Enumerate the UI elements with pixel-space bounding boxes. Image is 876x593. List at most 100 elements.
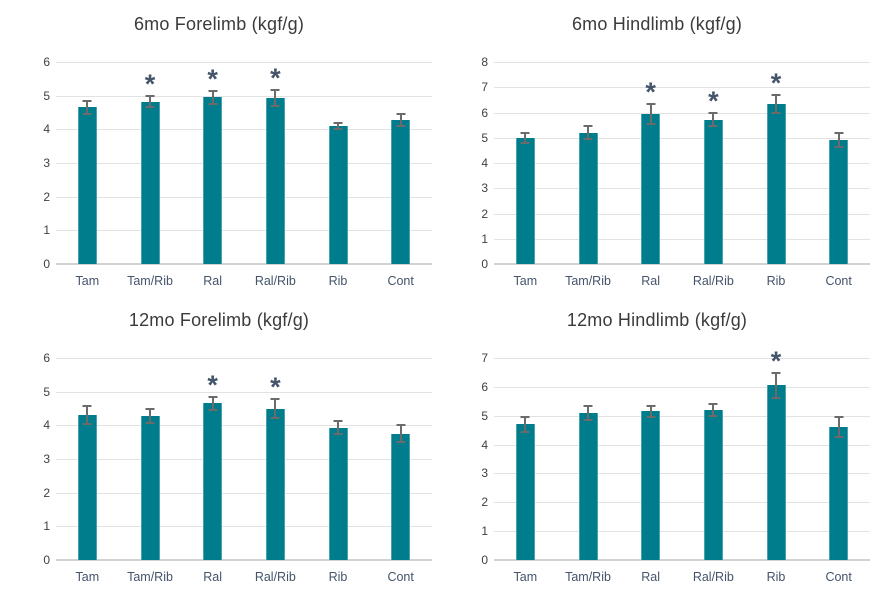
x-axis-label-rib: Rib <box>328 570 348 584</box>
error-bar-line <box>337 420 339 435</box>
y-axis-tick-label: 5 <box>481 130 488 145</box>
y-axis-tick-label: 7 <box>481 351 488 365</box>
y-axis-tick-label: 3 <box>43 156 50 170</box>
x-axis-label-tam: Tam <box>513 570 538 584</box>
gridline <box>56 95 432 97</box>
error-bar-cap-bottom <box>145 106 155 109</box>
significance-asterisk: * <box>207 63 218 94</box>
x-axis-label-ral: Ral <box>641 570 661 584</box>
error-bar-cap-top <box>82 405 92 408</box>
x-axis-label-tam-rib: Tam/Rib <box>127 274 173 288</box>
x-axis-label-ral: Ral <box>203 570 223 584</box>
x-axis-label-rib: Rib <box>766 570 786 584</box>
significance-asterisk: * <box>270 372 281 403</box>
chart-6mo-forelimb: 6mo Forelimb (kgf/g) 0 1 2 3 4 5 6 Tam * Tam/Rib *… <box>0 0 438 296</box>
gridline <box>494 415 870 417</box>
y-axis-tick-label: 0 <box>43 553 50 567</box>
y-axis-tick-label: 6 <box>43 351 50 365</box>
error-bar-cap-top <box>145 95 155 97</box>
x-axis-label-ral-rib: Ral/Rib <box>254 274 296 288</box>
gridline <box>56 459 432 460</box>
error-bar-cap-bottom <box>708 414 718 417</box>
chart-title-6mo-forelimb: 6mo Forelimb (kgf/g) <box>133 14 305 34</box>
gridline <box>494 163 870 164</box>
y-axis-tick-label: 4 <box>43 122 50 137</box>
y-axis-tick-label: 2 <box>43 485 50 500</box>
y-axis-tick-label: 6 <box>481 379 488 394</box>
error-bar-line <box>587 405 589 421</box>
y-axis-tick-label: 5 <box>43 384 50 399</box>
error-bar-cap-bottom <box>82 112 92 115</box>
chart-6mo-hindlimb: 6mo Hindlimb (kgf/g) 0 1 2 3 4 5 6 7 8 Tam Tam/Rib… <box>438 0 876 296</box>
y-axis-tick-label: 4 <box>481 156 488 170</box>
error-bar-line <box>399 114 402 126</box>
x-axis-line <box>56 559 432 561</box>
error-bar-line <box>649 405 652 418</box>
error-bar-cap-bottom <box>270 416 280 419</box>
error-bar-cap-top <box>834 416 844 419</box>
bar-ral-rib <box>703 119 723 264</box>
x-axis-label-tam: Tam <box>513 274 538 288</box>
error-bar-cap-top <box>583 125 593 128</box>
bar-cont <box>391 433 411 560</box>
gridline <box>494 531 870 533</box>
error-bar-cap-bottom <box>646 122 656 125</box>
error-bar-line <box>775 94 777 113</box>
error-bar-line <box>274 90 277 106</box>
error-bar-line <box>524 132 527 143</box>
chart-title-6mo-hindlimb: 6mo Hindlimb (kgf/g) <box>571 14 743 34</box>
gridline <box>494 62 870 63</box>
error-bar-cap-top <box>771 93 781 96</box>
error-bar-line <box>211 90 214 105</box>
gridline <box>56 129 432 131</box>
x-axis-label-tam-rib: Tam/Rib <box>127 570 173 584</box>
gridline <box>56 358 432 359</box>
x-axis-label-rib: Rib <box>766 274 786 288</box>
bar-rib <box>766 103 786 264</box>
x-axis-label-tam-rib: Tam/Rib <box>565 570 611 584</box>
error-bar-cap-bottom <box>208 103 218 106</box>
y-axis-tick-label: 0 <box>481 257 488 271</box>
gridline <box>494 188 870 190</box>
y-axis-tick-label: 2 <box>43 189 50 204</box>
bar-tam-rib <box>140 101 160 264</box>
error-bar-cap-bottom <box>520 141 530 144</box>
error-bar-cap-top <box>145 408 155 411</box>
significance-asterisk: * <box>770 67 782 98</box>
gridline <box>56 526 432 528</box>
error-bar-cap-top <box>396 113 406 116</box>
error-bar-cap-top <box>396 424 406 427</box>
x-axis-label-ral-rib: Ral/Rib <box>692 570 734 584</box>
bar-ral <box>203 403 223 560</box>
gridline <box>494 213 870 215</box>
error-bar-cap-top <box>520 416 530 419</box>
significance-asterisk: * <box>645 76 656 107</box>
error-bar-line <box>587 126 589 139</box>
error-bar-line <box>399 425 402 443</box>
y-axis-tick-label: 7 <box>481 80 488 95</box>
x-axis-label-ral-rib: Ral/Rib <box>692 274 734 288</box>
plot-area-12mo-forelimb: 0 1 2 3 4 5 6 Tam Tam/Rib * Ral * Ral/Rib Rib Cont <box>0 296 438 592</box>
gridline <box>56 230 432 232</box>
x-axis-label-tam: Tam <box>75 570 100 584</box>
bar-tam <box>515 424 535 560</box>
chart-title-12mo-hindlimb: 12mo Hindlimb (kgf/g) <box>566 310 748 330</box>
error-bar-cap-top <box>270 398 280 401</box>
error-bar-cap-bottom <box>583 419 593 422</box>
plot-area-6mo-forelimb: 0 1 2 3 4 5 6 Tam * Tam/Rib * Ral * Ral/Rib Rib Cont <box>0 0 438 296</box>
gridline <box>494 87 870 89</box>
bar-ral <box>641 113 661 264</box>
error-bar-cap-top <box>82 100 92 103</box>
gridline <box>56 62 432 63</box>
error-bar-cap-bottom <box>82 423 92 426</box>
y-axis-tick-label: 1 <box>43 519 50 534</box>
error-bar-line <box>211 396 214 411</box>
gridline <box>56 492 432 494</box>
bar-ral-rib <box>703 409 723 560</box>
gridline <box>494 473 870 475</box>
error-bar-cap-top <box>646 404 656 407</box>
gridline <box>494 444 870 446</box>
error-bar-cap-top <box>208 89 218 92</box>
bar-ral-rib <box>265 98 285 264</box>
significance-asterisk: * <box>144 69 156 99</box>
